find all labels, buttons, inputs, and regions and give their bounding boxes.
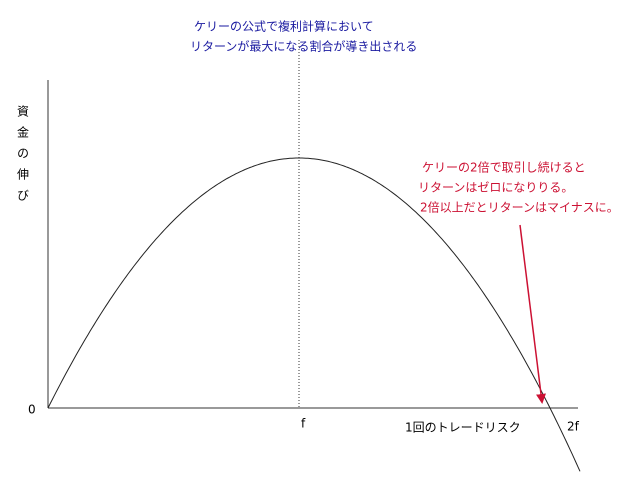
growth-curve [47, 157, 581, 472]
x-axis-label: 1回のトレードリスク [405, 421, 521, 435]
title-line: リターンが最大になる割合が導き出される [190, 39, 417, 54]
two-f-label: 2f [567, 420, 580, 434]
annotation-line: 2倍以上だとリターンはマイナスに。 [420, 200, 619, 215]
annotation-arrow [519, 224, 546, 404]
title-line: ケリーの公式で複利計算において [194, 19, 374, 34]
f-label: f [301, 417, 306, 431]
annotation-line: リターンはゼロになりりる。 [418, 181, 573, 195]
origin-label: 0 [28, 403, 36, 417]
y-axis-label: 資金の伸び [16, 105, 30, 210]
annotation-line: ケリーの2倍で取引し続けると [422, 160, 586, 175]
